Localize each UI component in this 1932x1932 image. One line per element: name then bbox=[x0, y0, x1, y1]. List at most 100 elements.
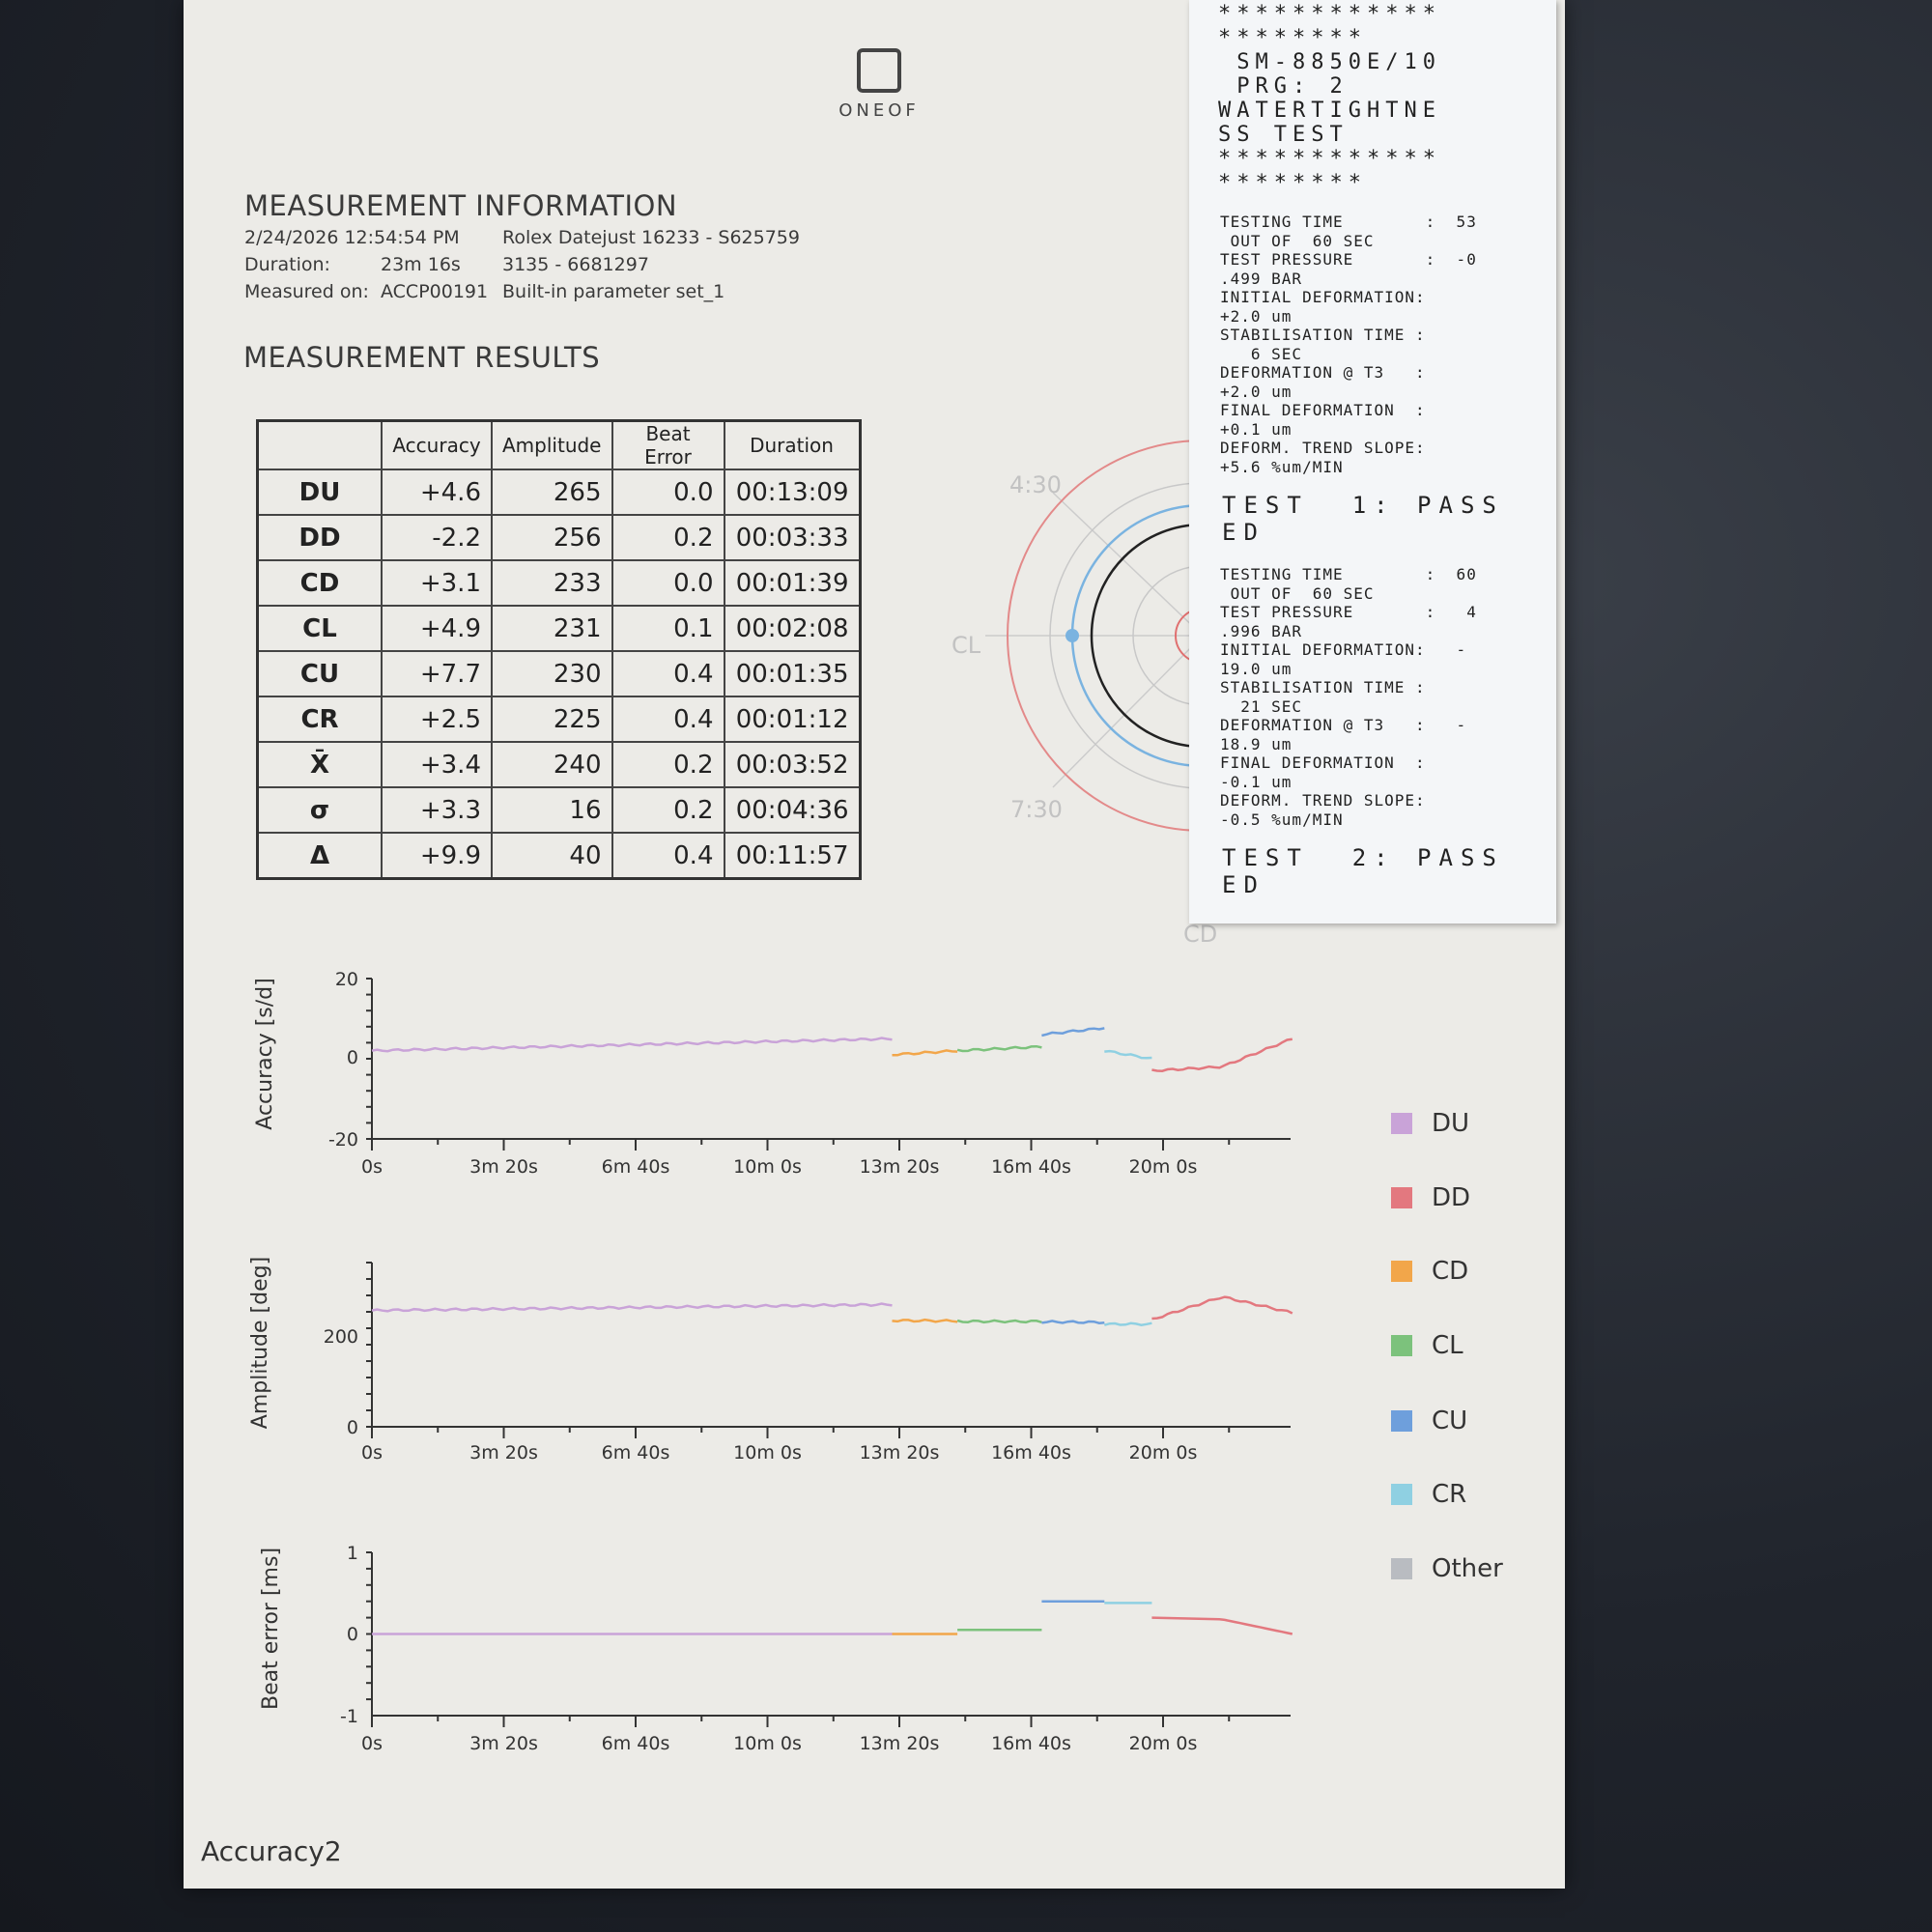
table-cell: 0.4 bbox=[611, 832, 725, 880]
table-cell: 16 bbox=[491, 786, 613, 834]
results-title: MEASUREMENT RESULTS bbox=[243, 341, 601, 374]
table-cell: 0.2 bbox=[611, 514, 725, 561]
legend-label: Other bbox=[1432, 1554, 1503, 1583]
polar-axis-430 bbox=[1052, 492, 1204, 637]
legend-item-cr: CR bbox=[1391, 1480, 1466, 1509]
receipt-line: +5.6 %um/MIN bbox=[1220, 457, 1344, 476]
receipt-line: TESTING TIME : 53 bbox=[1220, 213, 1477, 231]
table-cell: 233 bbox=[491, 559, 613, 607]
x-tick-label: 0s bbox=[361, 1442, 383, 1463]
legend-label: DU bbox=[1432, 1109, 1470, 1138]
receipt-line: PRG: 2 bbox=[1218, 74, 1349, 99]
x-tick-label: 20m 0s bbox=[1129, 1156, 1198, 1178]
receipt-line: SS TEST bbox=[1218, 123, 1349, 147]
table-cell: -2.2 bbox=[381, 514, 493, 561]
receipt-result2: TEST 2: PASS ED bbox=[1222, 844, 1504, 898]
table-row: Δ +9.9 40 0.4 00:11:57 bbox=[256, 832, 861, 880]
receipt-line: ************ bbox=[1218, 147, 1441, 171]
table-cell: 0.1 bbox=[611, 605, 725, 652]
receipt-line: SM-8850E/10 bbox=[1218, 50, 1441, 74]
table-cell: 0.0 bbox=[611, 469, 725, 516]
info-measured-on: ACCP00191 bbox=[381, 281, 489, 302]
receipt-line: INITIAL DEFORMATION: bbox=[1220, 288, 1426, 306]
legend-swatch bbox=[1391, 1335, 1412, 1356]
receipt-line: TESTING TIME : 60 bbox=[1220, 565, 1477, 583]
receipt-line: ************ bbox=[1218, 2, 1441, 26]
row-label: CD bbox=[256, 559, 383, 607]
table-cell: 00:03:33 bbox=[723, 514, 861, 561]
series-line-cd bbox=[892, 1049, 958, 1057]
row-label: σ bbox=[256, 786, 383, 834]
x-tick-label: 6m 40s bbox=[602, 1442, 670, 1463]
x-tick-label: 10m 0s bbox=[733, 1442, 802, 1463]
column-header: Accuracy bbox=[381, 419, 493, 470]
table-cell: 265 bbox=[491, 469, 613, 516]
series-line-dd bbox=[1151, 1037, 1293, 1072]
legend-swatch bbox=[1391, 1484, 1412, 1505]
table-cell: 225 bbox=[491, 696, 613, 743]
receipt-line: DEFORM. TREND SLOPE: bbox=[1220, 439, 1426, 457]
y-tick-label: -20 bbox=[328, 1129, 358, 1151]
legend-item-cu: CU bbox=[1391, 1406, 1467, 1435]
table-cell: +3.1 bbox=[381, 559, 493, 607]
table-cell: 0.4 bbox=[611, 696, 725, 743]
receipt-line: FINAL DEFORMATION : bbox=[1220, 401, 1426, 419]
table-cell: 0.2 bbox=[611, 741, 725, 788]
receipt-line: FINAL DEFORMATION : bbox=[1220, 753, 1426, 772]
table-cell: +9.9 bbox=[381, 832, 493, 880]
logo-icon bbox=[857, 48, 901, 93]
receipt-line: TEST PRESSURE : -0 bbox=[1220, 250, 1477, 269]
receipt-test2: TESTING TIME : 60 OUT OF 60 SEC TEST PRES… bbox=[1189, 565, 1556, 829]
x-tick-label: 20m 0s bbox=[1129, 1442, 1198, 1463]
y-axis-label: Beat error [ms] bbox=[259, 1548, 283, 1710]
receipt-line: -0.1 um bbox=[1220, 772, 1293, 791]
receipt-line: STABILISATION TIME : bbox=[1220, 678, 1426, 696]
x-tick-label: 13m 20s bbox=[860, 1442, 940, 1463]
legend-label: CU bbox=[1432, 1406, 1468, 1435]
receipt-line: .996 BAR bbox=[1220, 621, 1303, 640]
y-tick-label: 0 bbox=[347, 1047, 358, 1068]
table-cell: +4.6 bbox=[381, 469, 493, 516]
y-tick-label: 0 bbox=[347, 1417, 358, 1438]
receipt-line: 21 SEC bbox=[1220, 696, 1303, 716]
info-watch: Rolex Datejust 16233 - S625759 bbox=[502, 227, 800, 248]
x-tick-label: 3m 20s bbox=[469, 1733, 538, 1754]
table-row: DU +4.6 265 0.0 00:13:09 bbox=[256, 469, 861, 516]
series-line-cu bbox=[1041, 1320, 1105, 1324]
info-parameter-set: Built-in parameter set_1 bbox=[502, 281, 725, 302]
legend-item-other: Other bbox=[1391, 1554, 1503, 1583]
series-line-cr bbox=[1104, 1049, 1152, 1060]
receipt-line: STABILISATION TIME : bbox=[1220, 326, 1426, 344]
series-line-cl bbox=[956, 1319, 1042, 1324]
receipt-line: 19.0 um bbox=[1220, 659, 1293, 678]
receipt-line: OUT OF 60 SEC bbox=[1220, 583, 1375, 603]
table-row: CR +2.5 225 0.4 00:01:12 bbox=[256, 696, 861, 743]
logo: ONEOF bbox=[821, 48, 937, 121]
x-tick-label: 10m 0s bbox=[733, 1156, 802, 1178]
column-header: Amplitude bbox=[491, 419, 613, 470]
table-row: X̄ +3.4 240 0.2 00:03:52 bbox=[256, 741, 861, 788]
table-cell: 231 bbox=[491, 605, 613, 652]
table-cell: +7.7 bbox=[381, 650, 493, 697]
polar-label-430: 4:30 bbox=[1009, 471, 1062, 498]
y-tick-label: 0 bbox=[347, 1624, 358, 1645]
receipt-line: DEFORMATION @ T3 : - bbox=[1220, 716, 1467, 734]
row-label: Δ bbox=[256, 832, 383, 880]
y-tick-label: 1 bbox=[347, 1543, 358, 1564]
x-tick-label: 6m 40s bbox=[602, 1733, 670, 1754]
legend-item-cd: CD bbox=[1391, 1257, 1468, 1286]
receipt-line: +2.0 um bbox=[1220, 306, 1293, 326]
table-cell: 40 bbox=[491, 832, 613, 880]
series-line-cu bbox=[1041, 1027, 1105, 1037]
logo-text: ONEOF bbox=[838, 100, 920, 121]
polar-axis-730 bbox=[1052, 635, 1204, 788]
polar-label-cl: CL bbox=[952, 632, 981, 659]
table-cell: +4.9 bbox=[381, 605, 493, 652]
series-line-cl bbox=[956, 1044, 1042, 1053]
receipt-line: TEST PRESSURE : 4 bbox=[1220, 603, 1477, 621]
table-row: CU +7.7 230 0.4 00:01:35 bbox=[256, 650, 861, 697]
